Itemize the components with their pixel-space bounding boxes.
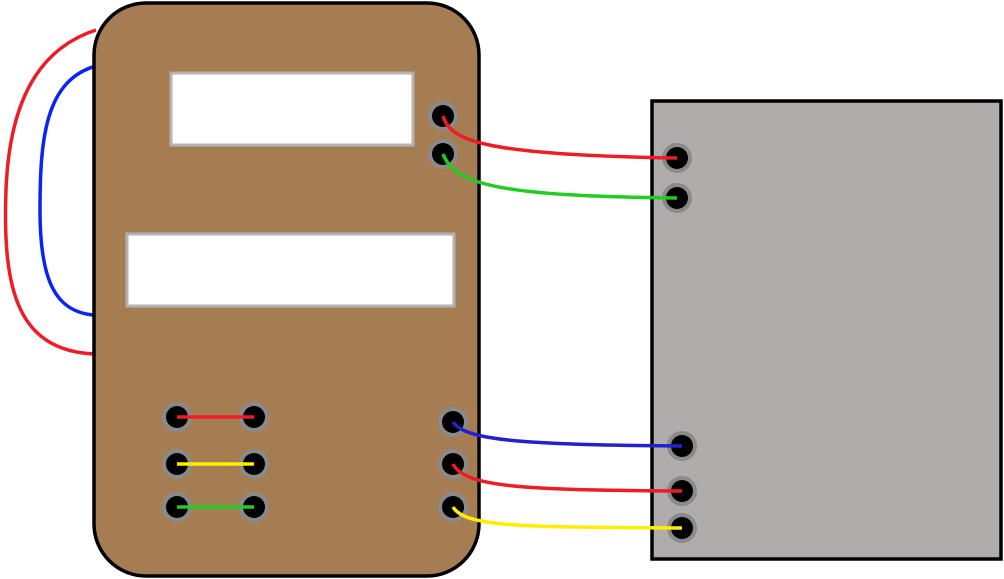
- wire-loop-red: [3, 28, 97, 356]
- external-box: [650, 99, 1003, 561]
- display-window-middle: [125, 232, 456, 308]
- wire-upper-green: [441, 153, 678, 200]
- wire-upper-red: [441, 115, 678, 160]
- wire-lower-yellow: [451, 505, 683, 530]
- wire-lower-blue: [451, 420, 683, 448]
- wire-lower-red: [451, 463, 683, 493]
- display-window-top: [169, 71, 415, 147]
- wire-loop-blue: [38, 64, 97, 317]
